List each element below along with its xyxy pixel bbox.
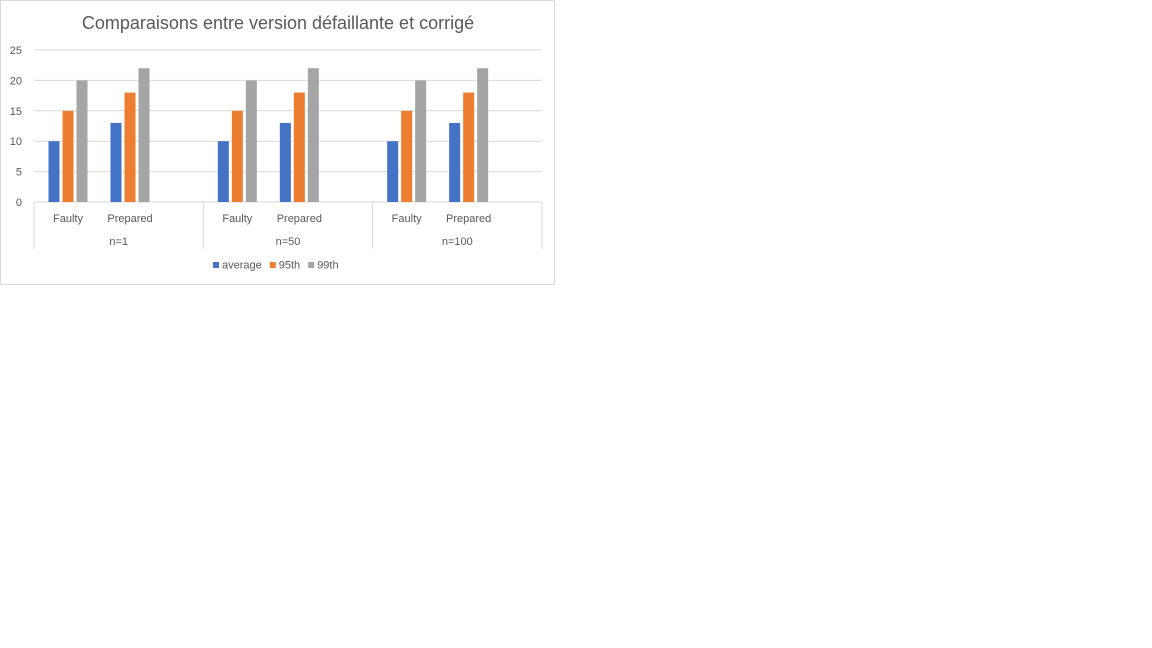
bar-99th [415,80,427,202]
bar-95th [62,110,74,202]
bar-99th [307,68,319,203]
bar-99th [477,68,489,203]
bar-95th [124,92,136,202]
bar-average [217,141,229,202]
x-category-label: Faulty [222,213,252,225]
bar-95th [401,110,413,202]
bar-average [449,122,461,202]
x-category-label: Prepared [446,213,491,225]
bar-99th [76,80,88,202]
y-tick-label: 5 [16,167,22,179]
x-category-label: Faulty [392,213,422,225]
x-group-label: n=100 [442,236,473,248]
y-tick-label: 10 [10,136,22,148]
bar-average [279,122,291,202]
legend-label-95th: 95th [279,260,300,272]
bar-95th [293,92,305,202]
bar-average [110,122,122,202]
x-group-label: n=50 [276,236,301,248]
bar-95th [231,110,243,202]
y-tick-label: 20 [10,75,22,87]
legend-label-average: average [222,260,262,272]
x-group-label: n=1 [109,236,128,248]
legend-swatch-average [213,262,219,268]
bar-average [48,141,60,202]
y-tick-label: 0 [16,197,22,209]
bar-95th [463,92,475,202]
y-tick-label: 25 [10,45,22,57]
chart-svg: Comparaisons entre version défaillante e… [10,13,543,272]
x-category-label: Prepared [107,213,152,225]
legend-swatch-99th [308,262,315,268]
y-tick-label: 15 [10,106,22,118]
bar-99th [138,68,150,203]
legend-label-99th: 99th [317,260,338,272]
x-category-label: Faulty [53,213,83,225]
legend-swatch-95th [269,262,276,268]
x-category-label: Prepared [277,213,322,225]
bar-99th [245,80,257,202]
chart-container: Comparaisons entre version défaillante e… [0,0,555,285]
bar-average [387,141,399,202]
chart-title: Comparaisons entre version défaillante e… [82,13,474,33]
